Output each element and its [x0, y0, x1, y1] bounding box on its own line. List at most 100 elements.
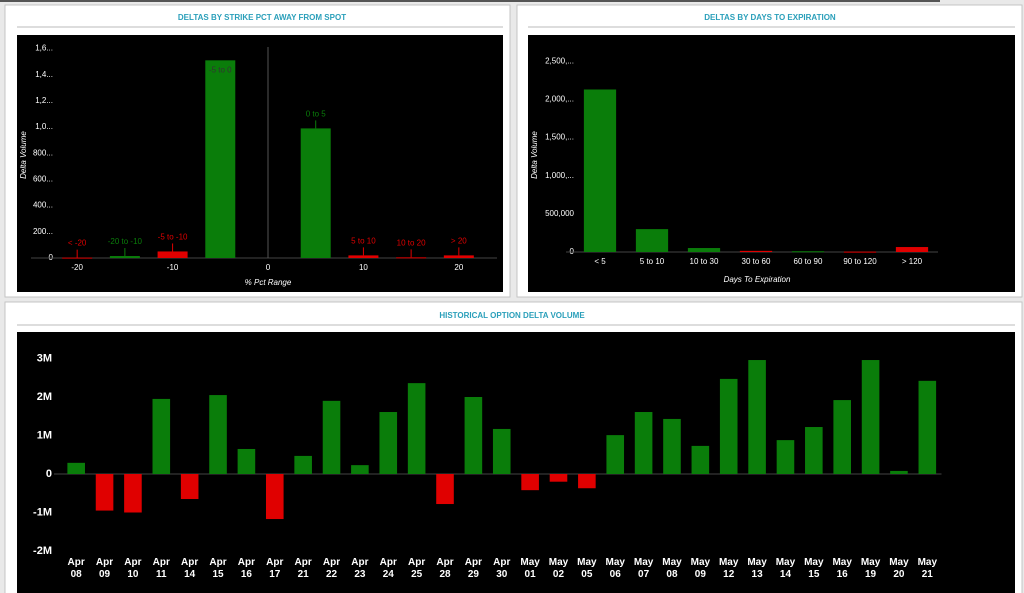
bar-label: 0 to 5	[306, 110, 327, 119]
bar	[739, 250, 773, 252]
bar	[663, 418, 681, 474]
plot-area	[17, 35, 503, 292]
x-tick-label-box: Apr 30	[493, 557, 511, 580]
y-axis-label: Delta Volume	[530, 131, 539, 179]
y-tick-label: 1,000,...	[545, 171, 574, 180]
x-tick-label: May 20	[889, 557, 909, 580]
bar	[237, 448, 256, 474]
x-tick-label: Apr 09	[95, 557, 114, 580]
x-tick-label: May 21	[917, 557, 938, 580]
x-tick-label: Apr 14	[181, 557, 199, 580]
y-tick-label: 1,6...	[35, 44, 53, 53]
y-tick-label: -2M	[33, 545, 52, 557]
bar	[549, 474, 568, 482]
x-tick-label: Apr 21	[294, 557, 312, 580]
x-tick-label-box: May 12	[718, 557, 739, 580]
x-tick-label-box: May 15	[804, 557, 824, 580]
x-tick-label: May 16	[832, 557, 852, 580]
bar	[890, 470, 908, 474]
y-tick-label: 800...	[33, 148, 53, 157]
x-tick-label-box: May 14	[775, 557, 796, 580]
x-tick-label: -10	[167, 263, 179, 272]
x-tick-label-box: May 21	[917, 557, 938, 580]
bar	[492, 428, 511, 474]
bar-label: -20 to -10	[108, 237, 143, 246]
bar	[209, 395, 227, 474]
bar	[634, 412, 653, 474]
x-tick-label: -20	[71, 263, 83, 272]
bar	[95, 474, 114, 511]
bar-label: -5 to -10	[158, 233, 188, 242]
x-tick-label: Apr 17	[266, 557, 284, 580]
x-tick-label: 0	[266, 263, 271, 272]
bar-label: 10 to 20	[397, 238, 426, 247]
x-tick-label-box: May 08	[662, 557, 682, 580]
x-tick-label-box: May 20	[889, 557, 909, 580]
x-tick-label: May 14	[775, 557, 796, 580]
bar-label: > 20	[451, 236, 467, 245]
x-tick-label-box: Apr 08	[68, 557, 85, 580]
x-tick-label: Apr 23	[351, 557, 369, 580]
x-tick-label: May 06	[605, 557, 625, 580]
x-tick-label: Apr 29	[464, 557, 482, 580]
x-tick-label: May 15	[804, 557, 824, 580]
bar	[918, 380, 937, 474]
bar	[719, 378, 738, 474]
x-tick-label-box: May 07	[634, 557, 653, 580]
x-tick-label-box: May 02	[548, 557, 569, 580]
x-tick-label: May 08	[662, 557, 682, 580]
bar	[861, 360, 880, 474]
x-tick-label-box: May 09	[691, 557, 710, 580]
y-tick-label: 1,500,...	[545, 133, 574, 142]
y-axis-label: Delta Volume	[19, 131, 28, 179]
x-tick-label: May 02	[548, 557, 569, 580]
x-tick-label: Apr 10	[124, 557, 142, 580]
bar	[583, 89, 617, 252]
bar	[62, 257, 93, 259]
y-tick-label: 3M	[37, 352, 52, 364]
x-tick-label-box: May 05	[577, 557, 597, 580]
bar	[895, 247, 929, 252]
x-tick-label-box: Apr 24	[380, 557, 397, 580]
bar	[294, 455, 312, 474]
bar	[157, 251, 188, 258]
x-tick-label-box: Apr 10	[124, 557, 142, 580]
x-tick-label: 30 to 60	[742, 257, 771, 266]
x-tick-label-box: Apr 17	[266, 557, 284, 580]
y-tick-label: 2,000,...	[545, 95, 574, 104]
chart-title: HISTORICAL OPTION DELTA VOLUME	[439, 311, 585, 320]
bar	[351, 465, 369, 474]
y-tick-label: 400...	[33, 201, 53, 210]
x-axis-label: Days To Expiration	[724, 275, 791, 284]
x-tick-label: > 120	[902, 257, 923, 266]
bar	[396, 257, 427, 259]
bar	[843, 251, 877, 253]
x-tick-label-box: Apr 09	[95, 557, 114, 580]
x-tick-label: 20	[454, 263, 463, 272]
bar	[606, 435, 625, 474]
x-tick-label: Apr 28	[436, 557, 454, 580]
x-tick-label: May 05	[577, 557, 597, 580]
bar	[521, 474, 539, 491]
top-bar	[0, 0, 940, 2]
x-tick-label: 10	[359, 263, 368, 272]
bar	[635, 229, 669, 252]
bar	[152, 398, 171, 474]
y-tick-label: 600...	[33, 175, 53, 184]
x-tick-label: May 13	[747, 557, 767, 580]
x-tick-label: Apr 30	[493, 557, 511, 580]
x-tick-label-box: May 06	[605, 557, 625, 580]
y-tick-label: 200...	[33, 227, 53, 236]
x-tick-label-box: May 19	[861, 557, 880, 580]
y-tick-label: 1M	[37, 429, 52, 441]
x-tick-label-box: Apr 22	[323, 557, 340, 580]
bar	[791, 251, 825, 253]
bar	[436, 474, 454, 505]
x-tick-label: Apr 25	[408, 557, 426, 580]
y-tick-label: 0	[46, 468, 52, 480]
bar-label: 5 to 10	[351, 236, 376, 245]
y-tick-label: -1M	[33, 506, 52, 518]
x-tick-label: May 12	[718, 557, 739, 580]
